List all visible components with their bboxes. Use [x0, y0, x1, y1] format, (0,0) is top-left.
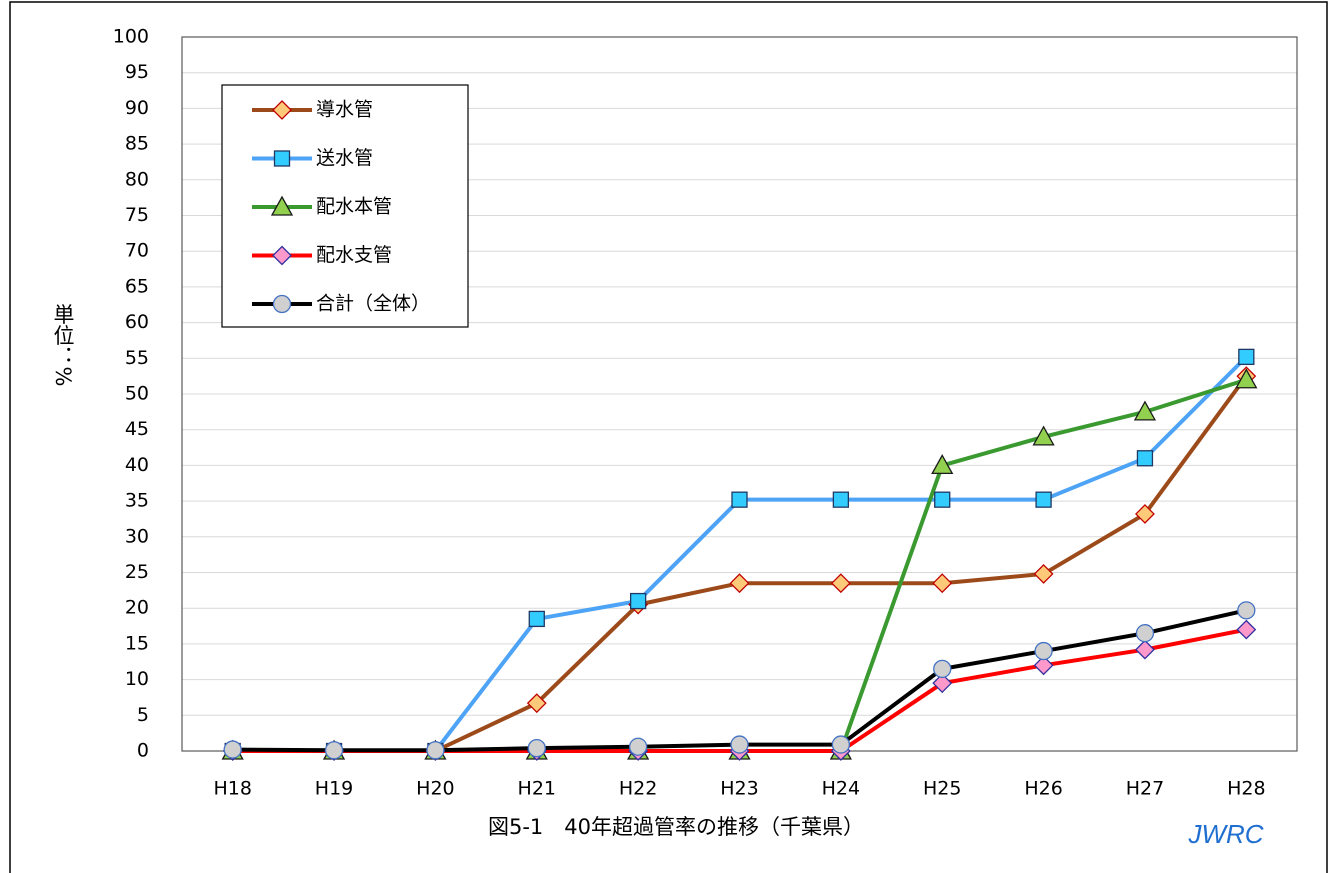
y-tick-label: 35	[125, 490, 149, 512]
marker	[932, 673, 953, 694]
watermark: JWRC	[1187, 819, 1263, 849]
x-tick-label: H28	[1227, 778, 1265, 800]
marker	[1235, 368, 1258, 389]
y-tick-label: 15	[125, 632, 149, 654]
marker	[426, 741, 445, 760]
marker	[1237, 601, 1256, 620]
y-tick-label: 30	[125, 525, 149, 547]
y-axis-label: 単位：%	[51, 304, 75, 387]
x-tick-label: H20	[416, 778, 454, 800]
marker	[1034, 641, 1053, 661]
series-line	[232, 627, 1247, 753]
y-tick-label: 10	[125, 668, 149, 690]
marker	[1135, 624, 1155, 643]
outer-frame	[9, 1, 1328, 873]
y-tick-label: 60	[125, 311, 149, 333]
x-tick-label: H27	[1126, 778, 1164, 800]
y-tick-label: 90	[125, 97, 149, 119]
y-tick-label: 40	[125, 454, 149, 476]
legend-label: 配水支管	[316, 244, 392, 266]
y-tick-label: 50	[125, 383, 149, 405]
y-tick-label: 65	[125, 275, 149, 297]
marker	[628, 737, 648, 756]
marker	[1136, 450, 1154, 467]
y-tick-label: 70	[125, 240, 149, 262]
y-tick-label: 45	[125, 418, 149, 440]
x-tick-label: H26	[1024, 778, 1062, 800]
marker	[1033, 655, 1054, 676]
marker	[933, 659, 952, 679]
y-tick-label: 100	[113, 26, 149, 48]
marker	[831, 735, 851, 754]
y-tick-label: 80	[125, 168, 149, 190]
x-tick-label: H25	[923, 778, 961, 800]
marker	[272, 245, 292, 266]
marker	[832, 491, 850, 508]
legend-label: 導水管	[316, 99, 373, 121]
marker	[273, 150, 291, 167]
marker	[270, 195, 294, 216]
x-tick-label: H18	[213, 778, 251, 800]
x-tick-label: H21	[518, 778, 556, 800]
x-tick-label: H19	[315, 778, 353, 800]
legend-label: 送水管	[316, 147, 373, 169]
marker	[324, 741, 344, 760]
legend-label: 合計（全体）	[316, 293, 430, 315]
marker	[1135, 639, 1155, 660]
marker	[934, 491, 951, 508]
marker	[1135, 504, 1155, 524]
series-line	[232, 374, 1248, 753]
chart-title: 図5-1 40年超過管率の推移（千葉県）	[488, 815, 864, 839]
x-tick-label: H24	[822, 778, 860, 800]
marker	[527, 738, 546, 758]
x-tick-label: H22	[619, 778, 657, 800]
marker	[223, 740, 242, 759]
y-tick-label: 25	[125, 561, 149, 583]
marker	[272, 100, 292, 120]
legend-label: 配水本管	[316, 196, 392, 218]
marker	[730, 735, 749, 754]
marker	[528, 610, 545, 628]
y-tick-label: 85	[125, 133, 149, 155]
y-tick-label: 75	[125, 204, 149, 226]
series-line	[232, 377, 1247, 753]
series-line	[232, 355, 1248, 753]
marker	[1133, 400, 1157, 421]
marker	[1035, 491, 1052, 508]
marker	[731, 491, 748, 508]
y-tick-label: 20	[125, 597, 149, 619]
y-tick-label: 0	[137, 740, 149, 762]
marker	[1033, 564, 1054, 584]
marker	[830, 573, 851, 594]
marker	[526, 693, 547, 714]
y-tick-label: 95	[125, 61, 149, 83]
x-tick-label: H23	[720, 778, 758, 800]
marker	[1032, 425, 1055, 446]
y-tick-label: 5	[137, 704, 149, 726]
marker	[931, 454, 954, 475]
marker	[1238, 348, 1255, 366]
series-line	[232, 608, 1247, 753]
marker	[629, 592, 647, 610]
marker	[272, 294, 292, 314]
y-tick-label: 55	[125, 347, 149, 369]
marker	[729, 573, 750, 594]
marker	[932, 573, 953, 594]
marker	[1236, 619, 1257, 640]
